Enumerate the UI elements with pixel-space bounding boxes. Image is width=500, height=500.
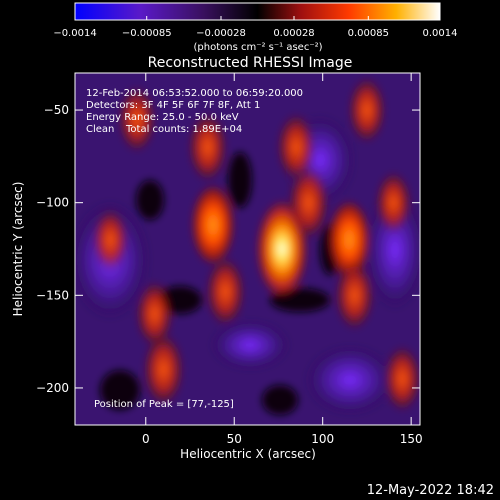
x-tick-label: 100 bbox=[311, 432, 334, 446]
x-tick-label: 50 bbox=[227, 432, 242, 446]
y-axis-ticks: −50 −100 −150 −200 bbox=[36, 103, 420, 395]
x-axis-label: Heliocentric X (arcsec) bbox=[180, 447, 316, 461]
heatmap-dark-region bbox=[136, 180, 164, 220]
annotation-peak-position: Position of Peak = [77,-125] bbox=[94, 399, 234, 410]
footer-timestamp: 12-May-2022 18:42 bbox=[367, 483, 494, 498]
heatmap-sources bbox=[92, 76, 420, 412]
heatmap-source bbox=[188, 111, 227, 183]
x-axis-ticks: 0 50 100 150 bbox=[142, 73, 423, 446]
heatmap-source bbox=[277, 112, 315, 182]
heatmap-source bbox=[384, 345, 420, 412]
heatmap-source bbox=[348, 76, 386, 144]
annotation-total-counts: Total counts: 1.89E+04 bbox=[125, 124, 242, 135]
y-tick-label: −200 bbox=[36, 381, 69, 395]
chart-title: Reconstructed RHESSI Image bbox=[148, 55, 353, 71]
colorbar-unit-label: (photons cm⁻² s⁻¹ asec⁻²) bbox=[193, 42, 322, 53]
heatmap-purple-region bbox=[210, 320, 290, 370]
colorbar-tick-label: −0.00085 bbox=[122, 28, 172, 39]
y-axis-label: Heliocentric Y (arcsec) bbox=[11, 182, 25, 317]
annotation-energy-range: Energy Range: 25.0 - 50.0 keV bbox=[86, 112, 239, 123]
heatmap-source bbox=[206, 256, 245, 327]
x-tick-label: 0 bbox=[142, 432, 150, 446]
colorbar-tick-label: −0.00028 bbox=[196, 28, 246, 39]
heatmap-image bbox=[75, 73, 420, 425]
colorbar-gradient bbox=[74, 2, 441, 21]
heatmap-dark-region bbox=[228, 152, 252, 208]
heatmap-source bbox=[118, 86, 156, 153]
y-tick-label: −100 bbox=[36, 196, 69, 210]
colorbar: −0.0014 −0.00085 −0.00028 0.00028 0.00085 0.0… bbox=[53, 2, 458, 53]
heatmap-source bbox=[92, 208, 128, 272]
annotation-time-range: 12-Feb-2014 06:53:52.000 to 06:59:20.000 bbox=[86, 88, 303, 99]
heatmap-source bbox=[191, 184, 235, 266]
colorbar-ticks: −0.0014 −0.00085 −0.00028 0.00028 0.00085 0.0… bbox=[53, 16, 458, 39]
heatmap-source bbox=[327, 199, 371, 280]
heatmap-source bbox=[136, 280, 173, 348]
y-tick-label: −150 bbox=[36, 288, 69, 302]
heatmap-purple-region bbox=[305, 345, 395, 415]
annotation-block: 12-Feb-2014 06:53:52.000 to 06:59:20.000… bbox=[86, 88, 303, 410]
colorbar-tick-label: −0.0014 bbox=[53, 28, 96, 39]
annotation-detectors: Detectors: 3F 4F 5F 6F 7F 8F, Att 1 bbox=[86, 100, 260, 111]
plot-frame bbox=[74, 72, 421, 426]
heatmap-source bbox=[143, 332, 184, 407]
colorbar-tick-label: 0.00028 bbox=[273, 28, 314, 39]
heatmap-source bbox=[288, 165, 329, 240]
heatmap-dark-region bbox=[262, 385, 298, 415]
heatmap-source bbox=[335, 260, 374, 331]
colorbar-tick-label: 0.00085 bbox=[348, 28, 389, 39]
annotation-algorithm: Clean bbox=[86, 124, 114, 135]
x-tick-label: 150 bbox=[400, 432, 423, 446]
heatmap-source bbox=[376, 171, 411, 235]
colorbar-tick-label: 0.0014 bbox=[423, 28, 458, 39]
y-tick-label: −50 bbox=[44, 103, 69, 117]
heatmap-dark-region bbox=[100, 370, 140, 410]
